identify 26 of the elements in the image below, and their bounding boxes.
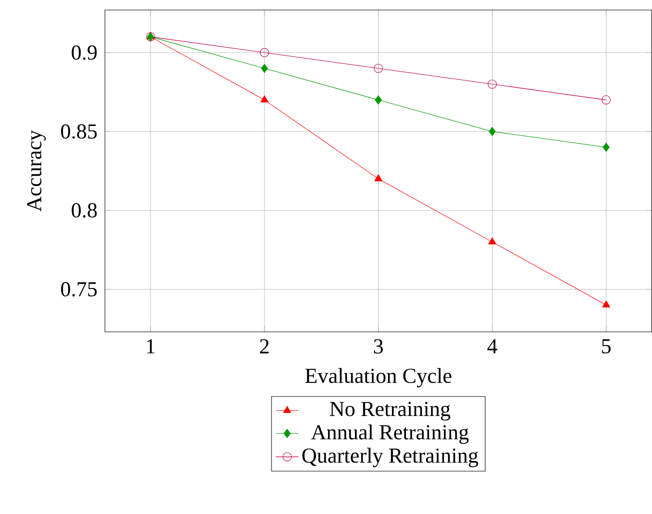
y-tick-label: 0.8 [72,203,97,218]
point [374,96,382,105]
y-tick-label: 0.75 [61,282,97,297]
x-tick-label: 5 [602,339,611,354]
point [260,64,268,74]
point [260,48,269,58]
y-tick-label: 0.85 [61,124,97,139]
x-tick-label: 3 [374,339,383,354]
legend-label: Quarterly Retraining [302,448,478,468]
point [488,127,496,136]
legend-label: Annual Retraining [311,424,469,444]
point [488,237,496,244]
point [374,174,382,182]
point [260,96,268,102]
point [374,64,383,74]
y-axis-title: Accuracy [27,130,46,212]
point [602,142,610,152]
point [602,96,611,105]
x-tick-label: 4 [487,339,498,354]
x-axis-title: Evaluation Cycle [305,368,452,388]
y-tick-label: 0.9 [72,45,97,60]
point [602,300,610,308]
x-tick-label: 1 [147,339,155,354]
legend-label: No Retraining [330,402,450,421]
x-tick-label: 2 [260,339,269,354]
point [488,80,497,89]
